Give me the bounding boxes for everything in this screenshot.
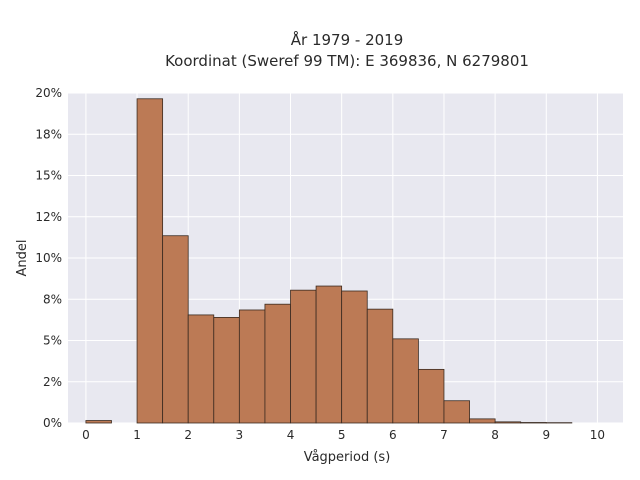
y-axis-label: Andel	[15, 240, 30, 277]
y-tick-label: 20%	[35, 86, 62, 100]
x-tick-label: 1	[133, 428, 141, 442]
histogram-bar	[238, 309, 266, 424]
x-tick-label: 0	[82, 428, 90, 442]
y-tick-label: 10%	[35, 251, 62, 265]
y-tick-label: 5%	[43, 334, 62, 348]
y-tick-label: 15%	[35, 169, 62, 183]
histogram-bar	[417, 368, 445, 424]
y-tick-label: 18%	[35, 127, 62, 141]
histogram-bar	[290, 289, 317, 424]
histogram-bar	[443, 400, 470, 424]
x-tick-label: 5	[338, 428, 346, 442]
y-tick-label: 2%	[43, 375, 62, 389]
histogram-bar	[469, 418, 496, 424]
x-tick-label: 7	[440, 428, 448, 442]
histogram-bar	[136, 98, 164, 424]
histogram-bar	[315, 285, 343, 424]
histogram-bar	[187, 314, 215, 424]
histogram-bar	[366, 308, 394, 424]
x-tick-label: 8	[491, 428, 499, 442]
chart-title-line2: Koordinat (Sweref 99 TM): E 369836, N 62…	[165, 52, 529, 70]
x-axis-ticks: 0 1 2 3 4 5 6 7 8 9 10	[82, 428, 605, 442]
x-tick-label: 9	[542, 428, 550, 442]
x-tick-label: 3	[236, 428, 244, 442]
y-tick-label: 8%	[43, 292, 62, 306]
y-axis-ticks: 0% 2% 5% 8% 10% 12% 15% 18% 20%	[35, 86, 62, 430]
x-tick-label: 10	[590, 428, 605, 442]
x-axis-label: Vågperiod (s)	[304, 450, 391, 465]
histogram-bar	[213, 316, 240, 424]
chart-title-line1: År 1979 - 2019	[291, 30, 404, 49]
x-tick-label: 4	[287, 428, 295, 442]
y-tick-label: 0%	[43, 416, 62, 430]
histogram-bar	[392, 338, 419, 424]
y-tick-label: 12%	[35, 210, 62, 224]
x-tick-label: 2	[184, 428, 192, 442]
histogram-bar	[264, 303, 291, 424]
histogram-bar	[85, 420, 112, 424]
histogram-bar	[494, 421, 522, 424]
histogram-bar	[162, 235, 189, 424]
x-tick-label: 6	[389, 428, 397, 442]
histogram-bar	[341, 290, 368, 424]
histogram-bars	[85, 98, 573, 424]
